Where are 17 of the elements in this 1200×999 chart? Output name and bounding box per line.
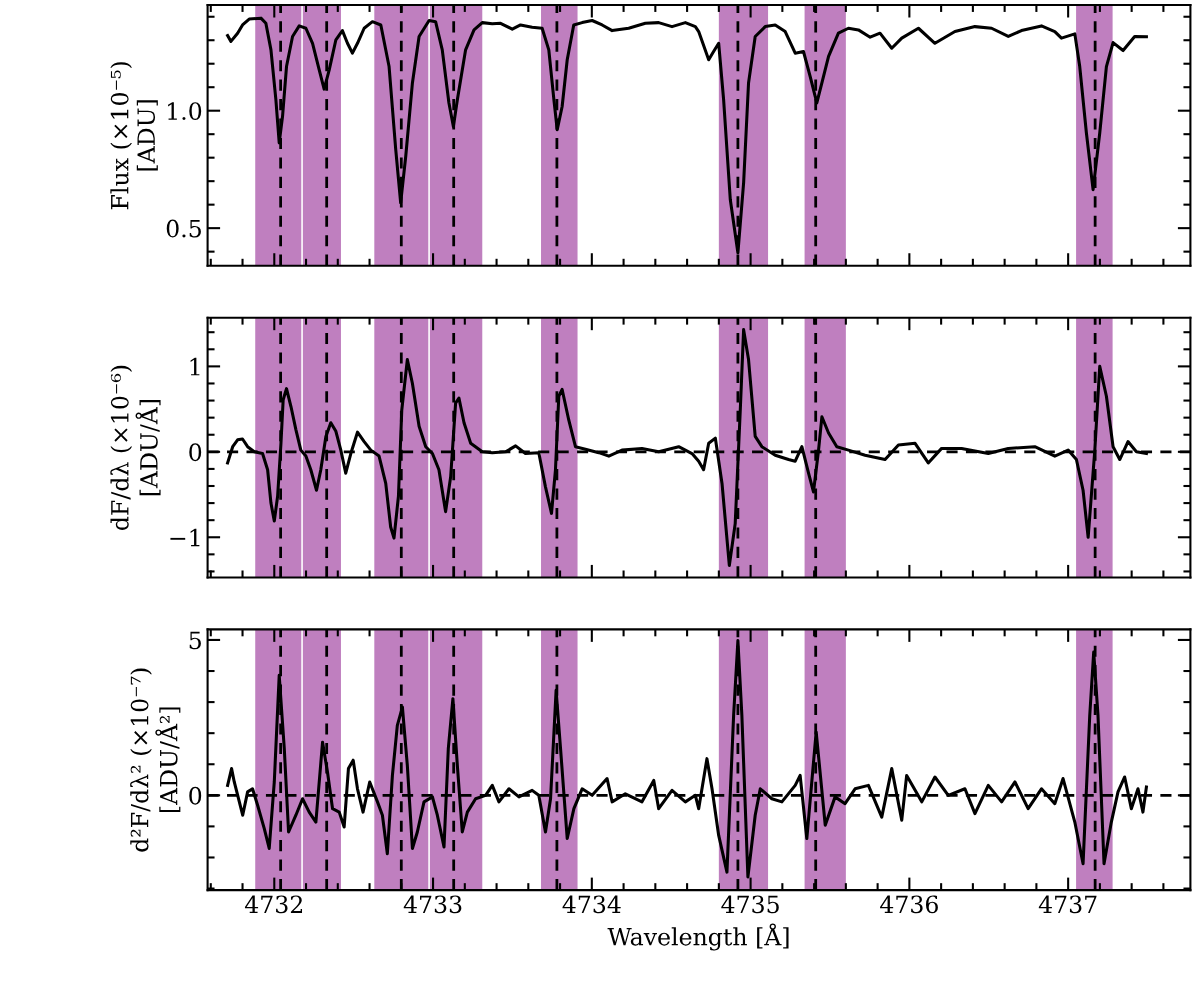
x-tick-label: 4732 [244, 895, 303, 914]
y-axis-title: dF/dλ (×10⁻⁶) [ADU/Å] [110, 365, 161, 530]
x-tick-label: 4733 [403, 895, 462, 914]
x-tick-label: 4736 [880, 895, 938, 914]
y-axis-title: d²F/dλ² (×10⁻⁷) [ADU/Å²] [130, 668, 181, 852]
y-tick-label: 1.0 [168, 102, 202, 121]
x-axis-title: Wavelength [Å] [607, 923, 789, 951]
y-tick-label: 1 [190, 357, 200, 376]
y-tick-label: 0 [189, 443, 202, 462]
y-tick-label: 5 [189, 631, 201, 650]
x-tick-label: 4735 [721, 895, 779, 914]
y-tick-label: 0.5 [166, 219, 201, 238]
x-tick-label: 4734 [562, 895, 621, 914]
x-tick-label: 4737 [1038, 895, 1097, 914]
y-tick-label: 0 [189, 786, 202, 805]
y-axis-title: Flux (×10⁻⁵) [ADU] [110, 62, 158, 210]
y-tick-label: −1 [170, 528, 200, 547]
